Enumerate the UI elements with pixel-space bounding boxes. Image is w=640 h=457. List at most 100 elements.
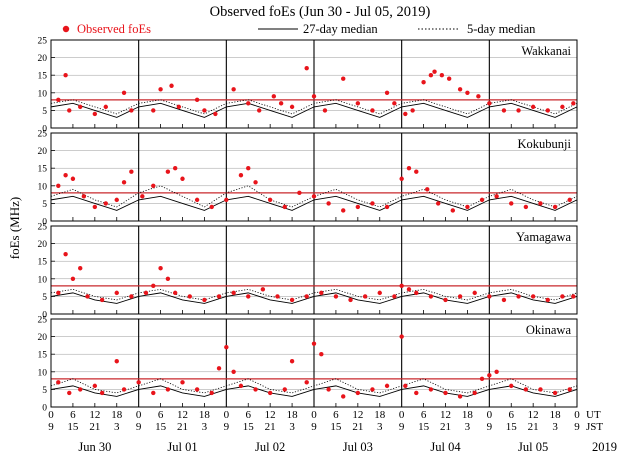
- jst-tick-label: 15: [418, 421, 430, 433]
- observed-point: [509, 201, 514, 206]
- observed-point: [446, 76, 452, 81]
- observed-point: [121, 180, 127, 185]
- observed-point: [410, 108, 415, 113]
- ut-tick-label: 18: [111, 409, 123, 421]
- y-tick-label: 5: [42, 293, 47, 303]
- observed-point: [99, 297, 105, 303]
- station-label: Okinawa: [526, 323, 572, 337]
- y-tick-label: 10: [38, 275, 48, 285]
- observed-point: [224, 197, 229, 203]
- observed-point: [282, 387, 287, 392]
- observed-point: [56, 97, 61, 103]
- observed-point: [78, 266, 83, 271]
- observed-point: [297, 190, 302, 196]
- ut-tick-label: 12: [352, 409, 363, 421]
- ut-tick-label: 12: [440, 409, 451, 421]
- legend-27day-label: 27-day median: [303, 22, 378, 36]
- observed-point: [530, 294, 536, 299]
- y-tick-label: 25: [38, 130, 48, 140]
- observed-point: [114, 290, 119, 296]
- observed-point: [414, 390, 419, 396]
- observed-point: [311, 94, 317, 99]
- jst-tick-label: 15: [155, 421, 167, 433]
- observed-point: [516, 294, 521, 299]
- jst-tick-label: 3: [465, 421, 471, 433]
- y-tick-label: 25: [38, 37, 48, 47]
- observed-point: [129, 294, 134, 299]
- observed-point: [384, 90, 390, 96]
- ut-tick-label: 0: [224, 409, 230, 421]
- day-label: Jul 01: [167, 440, 197, 454]
- observed-point: [355, 390, 361, 396]
- observed-point: [425, 187, 430, 192]
- legend-observed-marker: [62, 25, 70, 33]
- observed-point: [319, 352, 324, 357]
- observed-point: [457, 87, 463, 92]
- observed-point: [465, 204, 470, 210]
- observed-point: [341, 76, 346, 81]
- ut-tick-label: 6: [246, 409, 252, 421]
- jst-tick-label: 3: [289, 421, 295, 433]
- observed-point: [319, 290, 324, 296]
- observed-point: [326, 387, 331, 392]
- observed-point: [443, 390, 448, 396]
- observed-point: [399, 334, 404, 339]
- observed-point: [246, 294, 251, 299]
- y-tick-label: 5: [42, 107, 47, 117]
- jst-tick-label: 15: [67, 421, 79, 433]
- ut-tick-label: 12: [265, 409, 276, 421]
- jst-tick-label: 9: [224, 421, 230, 433]
- panel-frame: [50, 132, 578, 222]
- observed-point: [326, 201, 331, 206]
- observed-point: [70, 276, 76, 281]
- y-tick-label: 5: [42, 200, 47, 210]
- observed-point: [70, 176, 76, 181]
- y-tick-label: 15: [38, 165, 48, 175]
- observed-point: [99, 390, 105, 396]
- median-27day-line: [50, 195, 578, 211]
- observed-point: [85, 294, 90, 299]
- ut-tick-label: 6: [70, 409, 76, 421]
- y-tick-label: 20: [38, 333, 48, 343]
- ut-tick-label: 18: [374, 409, 386, 421]
- y-tick-label: 15: [38, 258, 48, 268]
- ut-tick-label: 12: [177, 409, 188, 421]
- observed-point: [403, 383, 408, 389]
- observed-point: [275, 294, 280, 299]
- y-tick-label: 20: [38, 240, 48, 250]
- observed-point: [257, 108, 262, 113]
- jst-tick-label: 9: [48, 421, 54, 433]
- observed-point: [384, 383, 390, 389]
- observed-point: [136, 380, 141, 385]
- observed-point: [176, 104, 182, 110]
- y-tick-label: 15: [38, 351, 48, 361]
- median-5day-line: [50, 185, 578, 208]
- observed-point: [435, 201, 441, 206]
- observed-point: [399, 176, 404, 181]
- observed-point: [267, 197, 273, 203]
- observed-point: [538, 387, 543, 392]
- observed-point: [103, 201, 108, 206]
- station-panels: 0 5 10 15 20 25 Wakkanai 0 5 10 15 20 25 Kokubunji 0 5 1…: [38, 37, 578, 414]
- day-label: Jun 30: [78, 440, 111, 454]
- observed-point: [169, 83, 174, 88]
- observed-point: [501, 108, 507, 113]
- day-label: Jul 02: [255, 440, 285, 454]
- ut-tick-label: 6: [333, 409, 339, 421]
- observed-point: [216, 366, 222, 371]
- jst-tick-label: 3: [552, 421, 558, 433]
- observed-point: [304, 65, 309, 71]
- observed-point: [362, 294, 368, 299]
- ut-tick-label: 0: [399, 409, 405, 421]
- ut-tick-label: 0: [574, 409, 580, 421]
- y-tick-label: 0: [42, 218, 47, 228]
- observed-point: [194, 97, 200, 103]
- observed-point: [165, 276, 171, 281]
- ut-tick-label: 18: [199, 409, 211, 421]
- observed-point: [392, 294, 397, 299]
- observed-point: [421, 80, 426, 85]
- observed-point: [67, 390, 72, 396]
- observed-point: [56, 183, 61, 188]
- observed-point: [414, 169, 419, 174]
